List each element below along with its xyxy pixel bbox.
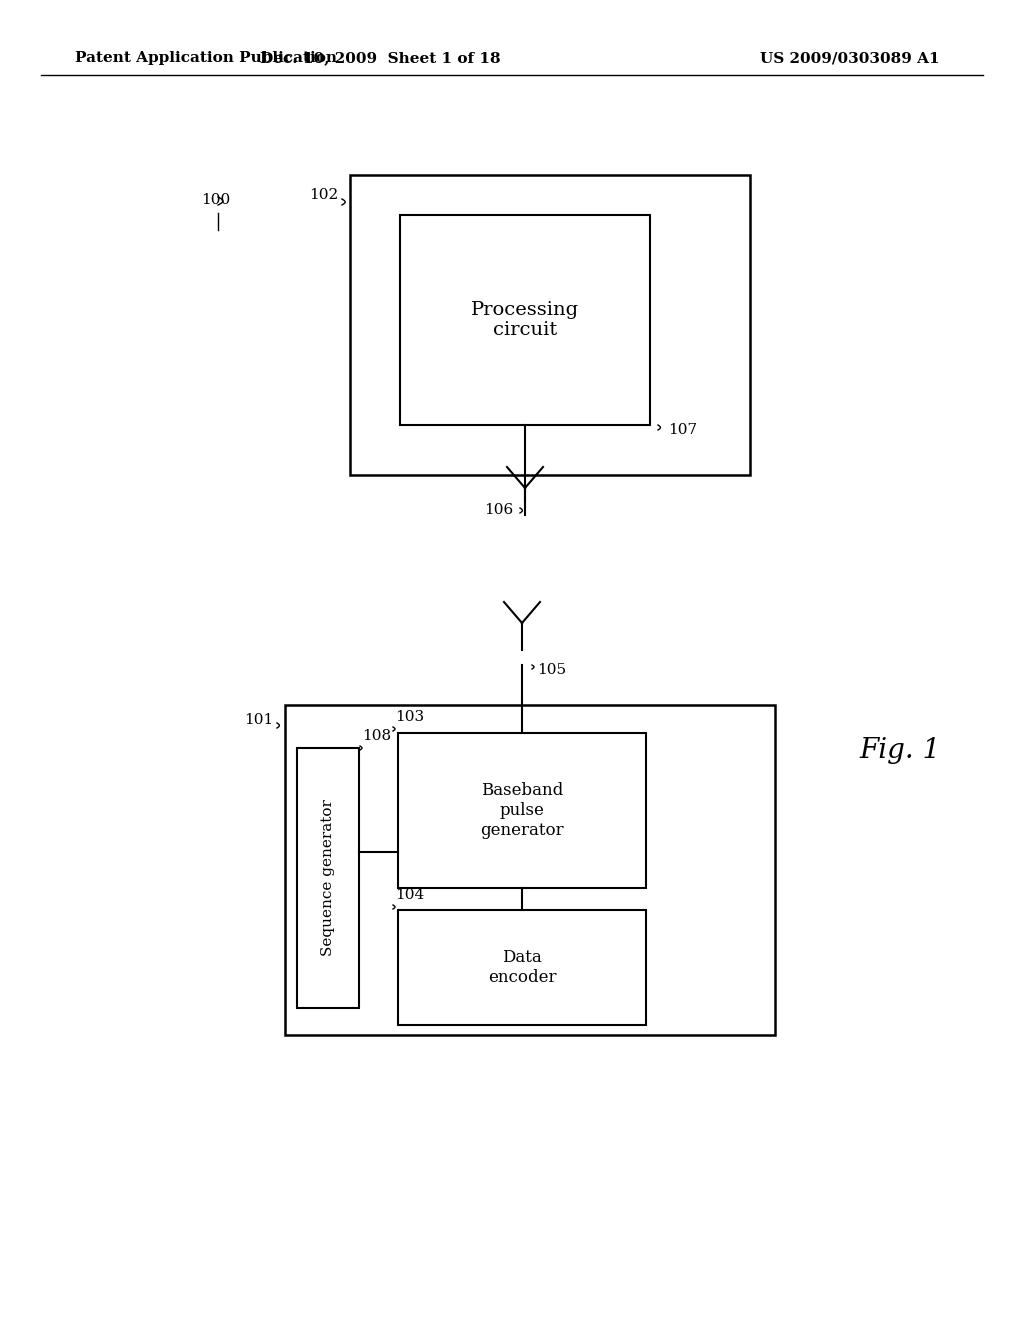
Text: Fig. 1: Fig. 1	[859, 737, 941, 763]
Bar	[398, 733, 646, 888]
Text: Sequence generator: Sequence generator	[321, 800, 335, 957]
Text: 100: 100	[201, 193, 230, 207]
Bar	[350, 176, 750, 475]
Text: 108: 108	[362, 729, 391, 743]
Text: 107: 107	[668, 422, 697, 437]
Text: Dec. 10, 2009  Sheet 1 of 18: Dec. 10, 2009 Sheet 1 of 18	[260, 51, 501, 65]
Text: 103: 103	[395, 710, 424, 723]
Bar	[400, 215, 650, 425]
Text: 106: 106	[483, 503, 513, 517]
Text: 102: 102	[309, 187, 338, 202]
Text: 105: 105	[537, 663, 566, 677]
Text: Patent Application Publication: Patent Application Publication	[75, 51, 337, 65]
Bar	[285, 705, 775, 1035]
Text: Data
encoder: Data encoder	[487, 949, 556, 986]
Bar	[398, 909, 646, 1026]
Text: Baseband
pulse
generator: Baseband pulse generator	[480, 783, 564, 838]
Bar	[297, 748, 359, 1008]
Text: Processing
circuit: Processing circuit	[471, 301, 579, 339]
Text: 101: 101	[244, 713, 273, 727]
Text: US 2009/0303089 A1: US 2009/0303089 A1	[760, 51, 940, 65]
Text: 104: 104	[395, 888, 424, 902]
